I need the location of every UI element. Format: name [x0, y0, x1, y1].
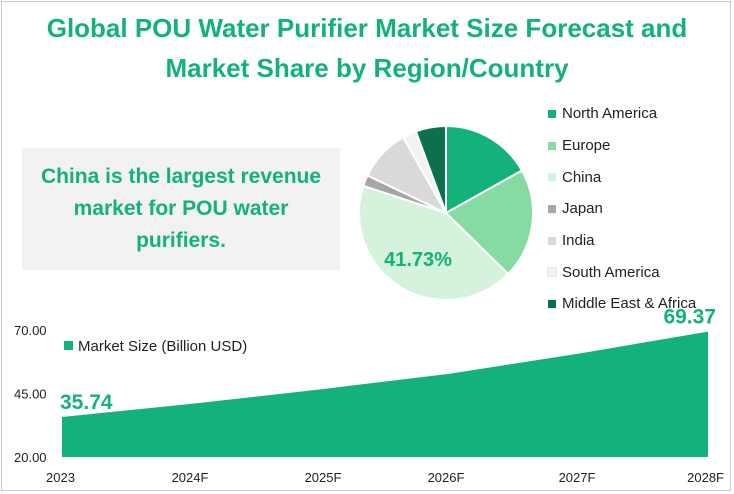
y-tick-label: 45.00	[14, 387, 47, 402]
x-tick-label: 2023	[46, 470, 75, 485]
area-legend-swatch	[64, 341, 73, 350]
area-series-market-size	[62, 331, 708, 457]
legend-item: South America	[547, 256, 696, 288]
legend-label: China	[562, 168, 602, 186]
pie-slice-north-america	[445, 124, 524, 215]
chart-title-line-1: Global POU Water Purifier Market Size Fo…	[46, 13, 688, 43]
legend-item: Japan	[548, 193, 696, 225]
legend-label: South America	[562, 263, 660, 281]
area-legend-label: Market Size (Billion USD)	[78, 338, 247, 355]
callout-text: China is the largest revenue market for …	[40, 165, 322, 252]
legend-swatch	[548, 173, 556, 182]
legend-item: India	[548, 225, 696, 257]
legend-label: Japan	[562, 200, 603, 218]
x-tick-label: 2026F	[428, 470, 465, 485]
chart-title-line-2: Market Share by Region/Country	[165, 53, 569, 83]
legend-label: India	[562, 232, 595, 250]
legend-swatch	[548, 236, 556, 245]
x-tick-label: 2024F	[172, 470, 209, 485]
legend-item: North America	[548, 98, 696, 130]
pie-slice-china	[358, 184, 510, 301]
legend-swatch	[548, 299, 556, 308]
y-tick-label: 70.00	[14, 323, 47, 338]
pie-legend: North America Europe China Japan India South …	[547, 98, 696, 320]
legend-label: Europe	[562, 137, 611, 155]
area-data-label: 69.37	[663, 306, 716, 329]
x-tick-label: 2025F	[305, 470, 342, 485]
pie-slice-europe	[444, 169, 534, 276]
legend-label: North America	[562, 105, 658, 123]
legend-item: Middle East & Africa	[548, 288, 696, 320]
legend-swatch	[547, 267, 557, 278]
pie-data-label: 41.73%	[384, 249, 452, 271]
legend-label: Middle East & Africa	[562, 295, 697, 313]
legend-swatch	[548, 204, 556, 213]
x-tick-label: 2027F	[559, 470, 596, 485]
legend-swatch	[548, 109, 556, 118]
chart-title: Global POU Water Purifier Market Size Fo…	[0, 8, 734, 88]
y-tick-label: 20.00	[14, 450, 47, 465]
x-tick-label: 2028F	[687, 470, 724, 485]
pie-slice-middle-east-africa	[414, 124, 447, 214]
callout-box: China is the largest revenue market for …	[22, 148, 340, 270]
area-data-label: 35.74	[60, 391, 113, 414]
legend-item: China	[548, 161, 696, 193]
legend-swatch	[548, 141, 556, 150]
legend-item: Europe	[548, 130, 696, 162]
